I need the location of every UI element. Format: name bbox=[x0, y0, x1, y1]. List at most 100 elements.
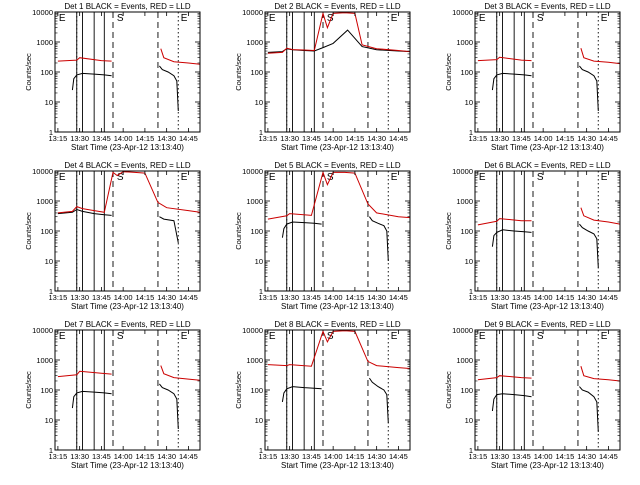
series-events-line bbox=[579, 386, 599, 432]
marker-letter: S bbox=[117, 172, 124, 183]
y-tick-label: 10 bbox=[45, 257, 53, 266]
marker-letter: S bbox=[117, 331, 124, 342]
y-tick-label: 1000 bbox=[36, 197, 53, 206]
y-axis-label: Counts/sec bbox=[234, 371, 243, 409]
x-tick-label: 13:15 bbox=[259, 134, 278, 143]
marker-letter: S bbox=[117, 13, 124, 24]
series-lld-line bbox=[57, 370, 112, 378]
y-axis-label: Counts/sec bbox=[24, 53, 33, 91]
marker-letter: S bbox=[537, 331, 544, 342]
y-tick-label: 10 bbox=[45, 416, 53, 425]
x-tick-label: 14:45 bbox=[599, 452, 618, 461]
marker-letter: E bbox=[269, 331, 276, 342]
marker-letter: E bbox=[391, 13, 398, 24]
x-tick-label: 13:30 bbox=[280, 452, 299, 461]
y-tick-label: 10 bbox=[465, 416, 473, 425]
series-events-line bbox=[281, 221, 322, 238]
x-tick-label: 14:45 bbox=[599, 134, 618, 143]
y-tick-label: 10000 bbox=[32, 8, 53, 17]
y-tick-label: 1 bbox=[49, 128, 53, 137]
x-tick-label: 13:15 bbox=[469, 452, 488, 461]
x-tick-label: 14:45 bbox=[389, 134, 408, 143]
y-tick-label: 10 bbox=[45, 98, 53, 107]
x-tick-label: 13:45 bbox=[302, 134, 321, 143]
marker-letter: E bbox=[59, 331, 66, 342]
x-tick-label: 14:00 bbox=[324, 293, 343, 302]
y-tick-label: 10000 bbox=[452, 8, 473, 17]
marker-letter: E bbox=[59, 172, 66, 183]
x-axis-label: Start Time (23-Apr-12 13:13:40) bbox=[281, 143, 394, 152]
marker-letter: E bbox=[479, 13, 486, 24]
y-tick-label: 10 bbox=[255, 257, 263, 266]
x-axis-label: Start Time (23-Apr-12 13:13:40) bbox=[281, 461, 394, 470]
x-tick-label: 14:00 bbox=[534, 452, 553, 461]
x-tick-label: 14:30 bbox=[157, 134, 176, 143]
x-tick-label: 14:30 bbox=[157, 452, 176, 461]
x-tick-label: 14:45 bbox=[389, 293, 408, 302]
marker-letter: E bbox=[391, 331, 398, 342]
x-tick-label: 14:30 bbox=[577, 452, 596, 461]
x-tick-label: 13:15 bbox=[469, 293, 488, 302]
x-axis-label: Start Time (23-Apr-12 13:13:40) bbox=[71, 461, 184, 470]
marker-letter: E bbox=[601, 331, 608, 342]
x-tick-label: 13:15 bbox=[49, 452, 68, 461]
x-axis-label: Start Time (23-Apr-12 13:13:40) bbox=[281, 302, 394, 311]
y-tick-label: 10 bbox=[465, 257, 473, 266]
x-tick-label: 14:00 bbox=[114, 293, 133, 302]
x-tick-label: 13:15 bbox=[259, 293, 278, 302]
x-tick-label: 13:30 bbox=[490, 134, 509, 143]
y-tick-label: 10 bbox=[255, 98, 263, 107]
series-events-line bbox=[579, 65, 599, 112]
y-tick-label: 10000 bbox=[32, 326, 53, 335]
x-tick-label: 14:15 bbox=[346, 134, 365, 143]
x-tick-label: 13:15 bbox=[49, 134, 68, 143]
y-tick-label: 100 bbox=[250, 227, 263, 236]
series-lld-line bbox=[160, 365, 200, 381]
x-tick-label: 14:30 bbox=[577, 134, 596, 143]
y-tick-label: 1000 bbox=[456, 356, 473, 365]
y-axis-label: Counts/sec bbox=[444, 53, 453, 91]
y-tick-label: 100 bbox=[40, 386, 53, 395]
series-events-line bbox=[368, 377, 389, 423]
x-tick-label: 13:45 bbox=[512, 293, 531, 302]
series-events-line bbox=[491, 72, 532, 91]
x-tick-label: 13:30 bbox=[280, 134, 299, 143]
x-tick-label: 14:15 bbox=[136, 293, 155, 302]
y-tick-label: 100 bbox=[250, 68, 263, 77]
y-tick-label: 1 bbox=[469, 287, 473, 296]
y-tick-label: 10000 bbox=[452, 326, 473, 335]
x-tick-label: 14:00 bbox=[114, 452, 133, 461]
series-lld-line bbox=[477, 375, 532, 381]
x-tick-label: 14:15 bbox=[346, 452, 365, 461]
y-tick-label: 1000 bbox=[456, 197, 473, 206]
x-tick-label: 13:45 bbox=[92, 293, 111, 302]
y-tick-label: 100 bbox=[250, 386, 263, 395]
x-tick-label: 13:45 bbox=[92, 134, 111, 143]
x-tick-label: 13:30 bbox=[490, 293, 509, 302]
panel-title: Det 5 BLACK = Events, RED = LLD bbox=[274, 161, 401, 170]
y-tick-label: 100 bbox=[460, 386, 473, 395]
y-tick-label: 10000 bbox=[242, 326, 263, 335]
x-tick-label: 14:30 bbox=[577, 293, 596, 302]
x-tick-label: 13:15 bbox=[469, 134, 488, 143]
x-tick-label: 14:45 bbox=[389, 452, 408, 461]
x-tick-label: 14:30 bbox=[367, 293, 386, 302]
x-tick-label: 14:45 bbox=[179, 134, 198, 143]
series-lld-line bbox=[477, 218, 532, 226]
y-tick-label: 100 bbox=[460, 227, 473, 236]
y-tick-label: 1 bbox=[259, 287, 263, 296]
y-tick-label: 1 bbox=[469, 446, 473, 455]
y-tick-label: 1 bbox=[49, 446, 53, 455]
panel-title: Det 9 BLACK = Events, RED = LLD bbox=[484, 320, 611, 329]
x-tick-label: 13:30 bbox=[70, 293, 89, 302]
y-tick-label: 10000 bbox=[242, 8, 263, 17]
y-tick-label: 1000 bbox=[36, 356, 53, 365]
series-lld-line bbox=[580, 48, 620, 65]
